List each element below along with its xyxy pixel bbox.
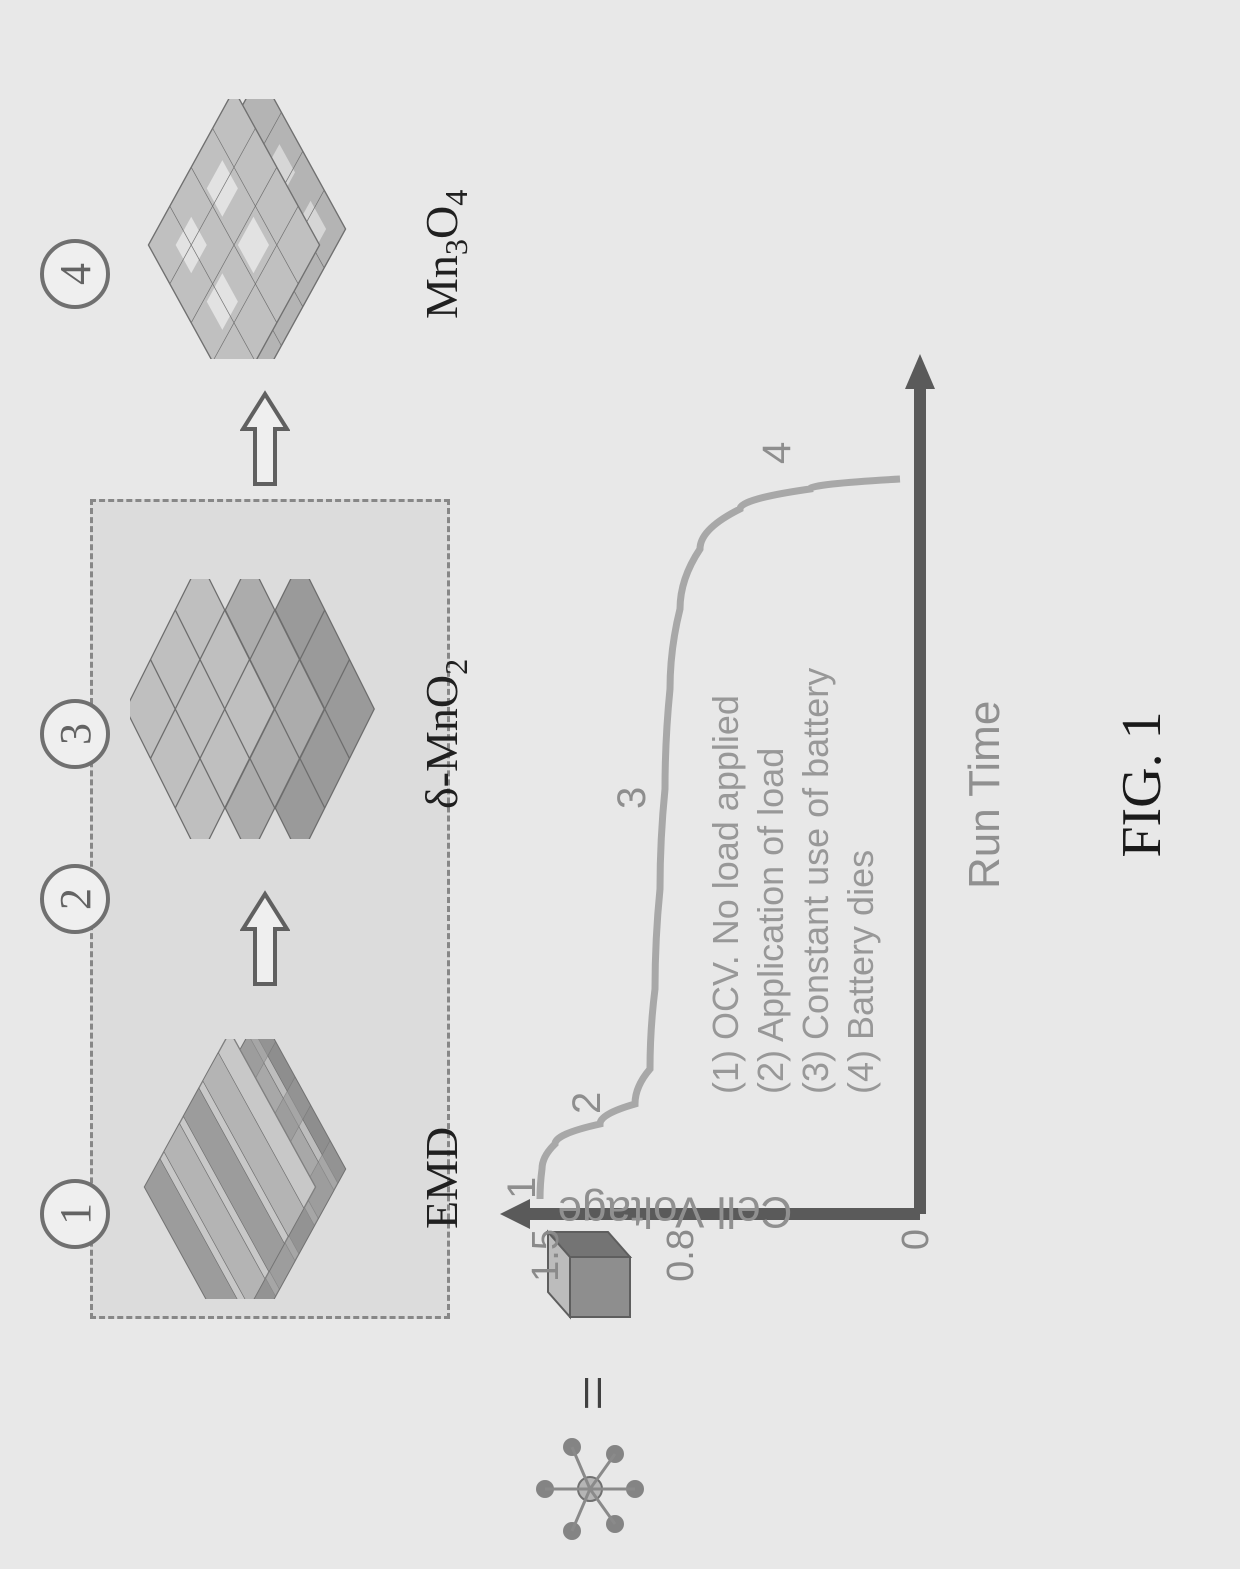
stage-badge-2: 2: [40, 864, 110, 934]
label-mn3o4-b: 3: [438, 239, 474, 255]
label-emd: EMD: [415, 1127, 468, 1229]
label-mn3o4: Mn3O4: [415, 190, 475, 319]
y-tick-1: 0.8: [660, 1229, 703, 1289]
curve-marker-2: 2: [565, 1092, 610, 1114]
annot-4: (4) Battery dies: [840, 850, 882, 1094]
equals-sign: =: [556, 1375, 630, 1411]
crystal-mn3o4: [130, 99, 390, 359]
annot-2: (2) Application of load: [750, 748, 792, 1094]
curve-marker-3: 3: [610, 787, 655, 809]
stage-badge-3: 3: [40, 699, 110, 769]
crystal-emd-svg: [130, 1039, 390, 1299]
y-tick-0: 1.5: [525, 1229, 568, 1289]
octahedron-icon: [530, 1429, 655, 1549]
discharge-chart: Cell Voltage Run Time 1.5 0.8 0 1 2 3 4 …: [500, 329, 1050, 1309]
arrow-1-to-2: [240, 889, 290, 989]
curve-marker-4: 4: [755, 442, 800, 464]
arrow-3-to-4: [240, 389, 290, 489]
label-mn3o4-d: 4: [438, 190, 474, 206]
crystal-structures-panel: 1 2 3 4: [40, 59, 480, 1319]
label-delta-text: δ-MnO: [416, 675, 467, 809]
annot-3: (3) Constant use of battery: [795, 668, 837, 1094]
crystal-emd: [130, 1039, 390, 1299]
stage-badge-1: 1: [40, 1179, 110, 1249]
label-delta-sub: 2: [438, 659, 474, 675]
label-mn3o4-a: Mn: [416, 255, 467, 319]
annot-1: (1) OCV. No load applied: [705, 695, 747, 1094]
crystal-delta-mno2: [130, 579, 390, 839]
label-delta-mno2: δ-MnO2: [415, 659, 475, 809]
rotated-stage: 1 2 3 4: [0, 0, 1240, 1569]
stage-badge-4: 4: [40, 239, 110, 309]
crystal-mn3o4-svg: [130, 99, 390, 359]
label-mn3o4-c: O: [416, 206, 467, 239]
figure-caption: FIG. 1: [1110, 0, 1174, 1569]
x-axis-label: Run Time: [960, 701, 1010, 889]
y-tick-2: 0: [895, 1229, 938, 1289]
curve-marker-1: 1: [500, 1177, 545, 1199]
crystal-delta-svg: [130, 579, 390, 839]
